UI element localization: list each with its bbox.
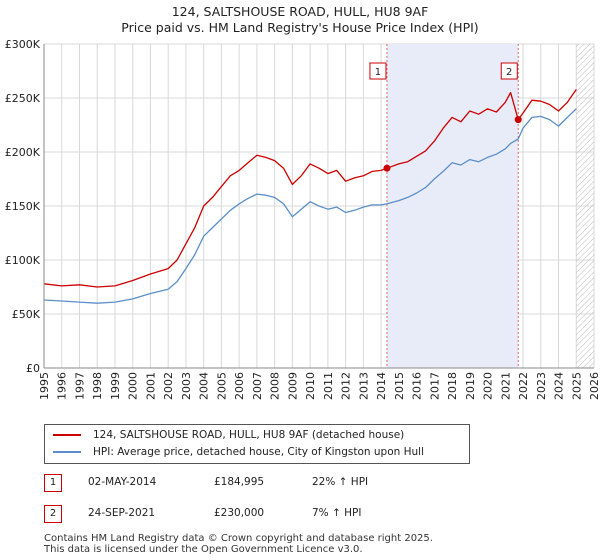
x-tick-label: 2005 <box>215 372 228 400</box>
x-tick-label: 2026 <box>588 372 600 400</box>
sale-row-1: 1 02-MAY-2014 £184,995 22% ↑ HPI <box>44 474 564 494</box>
x-tick-label: 2025 <box>570 372 583 400</box>
x-tick-label: 2008 <box>269 372 282 400</box>
sale-label-2: 2 <box>506 67 512 78</box>
x-tick-label: 1997 <box>73 372 86 400</box>
x-tick-label: 2007 <box>251 372 264 400</box>
series-property-line <box>43 89 577 288</box>
y-tick-label: £150K <box>5 200 41 213</box>
x-tick-label: 1996 <box>56 372 69 400</box>
x-tick-label: 2018 <box>446 372 459 400</box>
sale-period-shade <box>386 44 519 368</box>
y-tick-label: £250K <box>5 92 41 105</box>
footer-licence: This data is licensed under the Open Gov… <box>44 544 363 555</box>
x-tick-label: 2006 <box>233 372 246 400</box>
legend: 124, SALTSHOUSE ROAD, HULL, HU8 9AF (det… <box>44 424 470 464</box>
sale-label-1: 1 <box>375 67 381 78</box>
chart-title: 124, SALTSHOUSE ROAD, HULL, HU8 9AF <box>171 4 429 19</box>
sale-hpi-2: 7% ↑ HPI <box>312 507 362 519</box>
sale-badge-1: 1 <box>44 474 62 492</box>
x-tick-label: 2004 <box>198 372 211 400</box>
legend-item-property: 124, SALTSHOUSE ROAD, HULL, HU8 9AF (det… <box>53 427 404 443</box>
sale-label-box-1 <box>369 62 387 80</box>
y-tick-label: £0 <box>26 362 40 375</box>
sale-badge-2: 2 <box>44 505 62 523</box>
y-tick-label: £300K <box>5 38 41 51</box>
x-tick-label: 2022 <box>517 372 530 400</box>
x-tick-label: 2001 <box>144 372 157 400</box>
x-tick-label: 2015 <box>393 372 406 400</box>
series-lines <box>43 89 577 304</box>
sale-price-1: £184,995 <box>214 476 265 488</box>
chart-subtitle: Price paid vs. HM Land Registry's House … <box>121 20 479 35</box>
y-tick-label: £50K <box>12 308 41 321</box>
sale-date-2: 24-SEP-2021 <box>88 507 156 519</box>
x-tick-label: 1999 <box>109 372 122 400</box>
x-tick-label: 2002 <box>162 372 175 400</box>
sale-point-2 <box>514 116 522 124</box>
sale-date-1: 02-MAY-2014 <box>88 476 157 488</box>
x-tick-label: 2016 <box>411 372 424 400</box>
x-tick-label: 2020 <box>482 372 495 400</box>
future-hatch <box>576 44 594 368</box>
x-tick-label: 2000 <box>127 372 140 400</box>
legend-label-hpi: HPI: Average price, detached house, City… <box>93 446 424 458</box>
x-tick-label: 2024 <box>553 372 566 400</box>
legend-item-hpi: HPI: Average price, detached house, City… <box>53 444 424 460</box>
x-tick-label: 2023 <box>535 372 548 400</box>
x-tick-label: 2012 <box>340 372 353 400</box>
y-tick-label: £200K <box>5 146 41 159</box>
sale-hpi-1: 22% ↑ HPI <box>312 476 369 488</box>
shaded-regions <box>386 44 594 368</box>
legend-label-property: 124, SALTSHOUSE ROAD, HULL, HU8 9AF (det… <box>93 429 405 441</box>
sale-point-1 <box>383 164 391 172</box>
x-tick-label: 2017 <box>428 372 441 400</box>
x-tick-label: 2003 <box>180 372 193 400</box>
sale-row-2: 2 24-SEP-2021 £230,000 7% ↑ HPI <box>44 505 564 525</box>
sale-label-box-2 <box>500 62 518 80</box>
series-hpi-line <box>43 108 577 304</box>
x-tick-label: 2009 <box>286 372 299 400</box>
x-tick-label: 2019 <box>464 372 477 400</box>
x-tick-label: 2013 <box>357 372 370 400</box>
x-tick-label: 2011 <box>322 372 335 400</box>
footer-copyright: Contains HM Land Registry data © Crown c… <box>44 533 433 544</box>
legend-swatch-hpi <box>53 451 81 453</box>
x-tick-label: 2010 <box>304 372 317 400</box>
sale-price-2: £230,000 <box>214 507 265 519</box>
legend-swatch-property <box>53 434 81 436</box>
x-tick-label: 2021 <box>499 372 512 400</box>
x-tick-label: 1995 <box>38 372 51 400</box>
x-tick-label: 2014 <box>375 372 388 400</box>
x-tick-label: 1998 <box>91 372 104 400</box>
y-tick-label: £100K <box>5 254 41 267</box>
